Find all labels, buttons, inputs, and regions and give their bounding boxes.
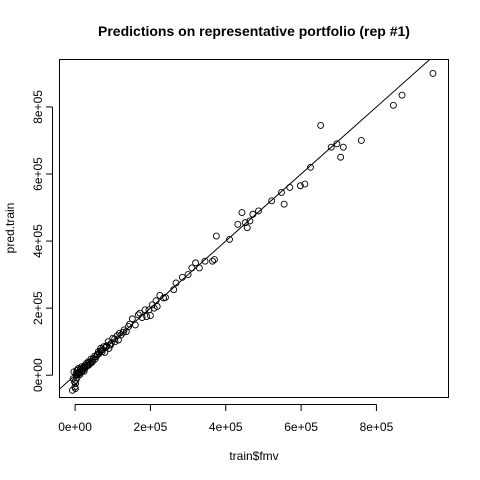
plot-area (60, 60, 437, 394)
data-point (116, 329, 123, 337)
data-point (389, 101, 397, 109)
data-point (122, 328, 130, 336)
data-point (87, 360, 94, 367)
data-point (136, 309, 144, 317)
data-point (398, 91, 406, 99)
data-point (114, 336, 122, 344)
data-point (119, 328, 127, 336)
data-point (84, 358, 92, 366)
data-point (184, 271, 192, 279)
data-point (429, 69, 437, 77)
y-tick-label: 4e+05 (31, 224, 45, 258)
data-point (143, 313, 151, 320)
data-point (80, 367, 88, 375)
data-point (128, 315, 136, 323)
data-point (249, 210, 257, 218)
data-point (71, 378, 78, 386)
plot-frame (59, 59, 449, 398)
data-point (286, 183, 294, 191)
data-point (68, 386, 76, 394)
data-point (234, 220, 242, 228)
x-tick-label: 8e+05 (360, 420, 394, 434)
data-point (111, 335, 119, 343)
data-point (178, 273, 186, 281)
y-tick-label: 6e+05 (31, 157, 45, 191)
data-point (141, 306, 149, 314)
data-point (126, 320, 134, 328)
data-point (278, 188, 285, 196)
data-point (268, 197, 276, 205)
data-point (96, 347, 104, 355)
data-point (333, 140, 341, 148)
reference-line (60, 60, 430, 389)
data-point (255, 207, 262, 215)
data-point (210, 256, 218, 263)
x-tick-label: 6e+05 (284, 420, 318, 434)
data-point (307, 163, 314, 171)
data-point (301, 180, 309, 188)
data-point (88, 358, 96, 366)
data-point (170, 286, 178, 294)
x-tick-label: 4e+05 (209, 420, 243, 434)
data-point (226, 235, 233, 243)
data-point (317, 121, 325, 129)
data-point (107, 341, 114, 349)
x-tick-label: 0e+00 (58, 420, 92, 434)
x-axis-label: train$fmv (229, 449, 278, 463)
data-point (241, 219, 249, 227)
data-point (105, 344, 113, 352)
data-point (201, 257, 209, 265)
data-point (195, 264, 203, 272)
y-tick-label: 8e+05 (31, 90, 45, 124)
data-point (209, 257, 217, 265)
data-point (296, 182, 304, 190)
data-point (188, 264, 196, 272)
data-point (327, 143, 335, 151)
data-point (192, 259, 200, 267)
data-point (146, 312, 154, 319)
x-tick-label: 2e+05 (134, 420, 168, 434)
y-axis: 0e+00 2e+05 4e+05 6e+05 8e+05 (31, 90, 53, 392)
chart-title: Predictions on representative portfolio … (98, 23, 410, 39)
data-point (69, 375, 77, 383)
x-axis: 0e+00 2e+05 4e+05 6e+05 8e+05 (58, 404, 394, 434)
y-tick-label: 0e+00 (31, 358, 45, 392)
data-point (93, 351, 101, 359)
y-tick-label: 2e+05 (31, 291, 45, 325)
data-point (172, 279, 180, 287)
data-point (162, 293, 169, 301)
data-point (101, 348, 109, 356)
data-point (134, 311, 142, 319)
data-point (357, 137, 365, 144)
data-point (238, 209, 246, 217)
data-point (212, 232, 220, 240)
data-point (148, 301, 156, 309)
data-point (131, 321, 139, 329)
data-point (337, 153, 345, 161)
data-point (152, 297, 160, 305)
data-point (280, 200, 288, 208)
y-axis-label: pred.train (3, 203, 17, 254)
data-point (339, 143, 347, 151)
data-point (246, 217, 254, 225)
